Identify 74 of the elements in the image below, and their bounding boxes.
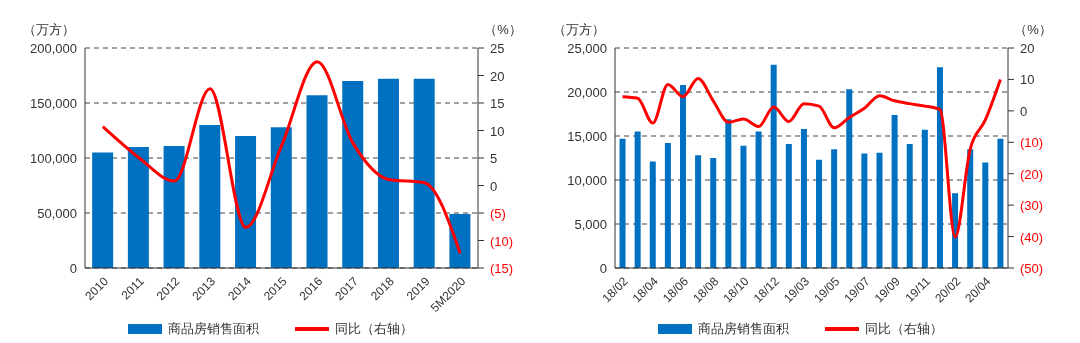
y2-tick-label: (20) — [1020, 166, 1044, 182]
y-tick-label: 5,000 — [574, 216, 607, 232]
bar — [800, 128, 807, 268]
y2-axis-title: （%） — [1014, 22, 1052, 37]
bar — [449, 214, 471, 268]
bar — [664, 143, 671, 268]
bar — [876, 152, 883, 268]
bar — [342, 81, 364, 268]
y2-tick-label: 20 — [490, 68, 505, 84]
y2-tick-label: 20 — [1020, 41, 1035, 56]
legend-label: 同比（右轴） — [865, 320, 943, 338]
bar — [127, 147, 149, 268]
bar — [816, 159, 823, 268]
y-tick-label: 100,000 — [30, 150, 77, 166]
bar — [770, 64, 777, 268]
bar — [740, 145, 747, 268]
y-axis-title: （万方） — [23, 22, 75, 37]
bar — [936, 67, 943, 268]
y2-tick-label: (50) — [1020, 261, 1044, 276]
y-tick-label: 20,000 — [567, 84, 607, 100]
legend-label: 商品房销售面积 — [698, 320, 789, 338]
y2-tick-label: 5 — [490, 151, 498, 166]
bar — [680, 84, 686, 268]
bar — [695, 155, 702, 268]
bar — [163, 145, 185, 268]
line-series — [101, 60, 462, 255]
bar — [710, 158, 717, 268]
y-tick-label: 0 — [599, 260, 607, 276]
legend-label: 同比（右轴） — [335, 320, 413, 338]
y2-tick-label: 25 — [490, 41, 505, 56]
bar — [92, 152, 114, 268]
bar — [921, 129, 928, 268]
bar — [831, 149, 838, 268]
bar — [846, 89, 853, 268]
bar — [377, 78, 399, 268]
y2-tick-label: 10 — [490, 123, 505, 139]
y2-axis-title: （%） — [484, 22, 522, 37]
bar — [235, 136, 257, 268]
bar — [649, 161, 656, 268]
y2-tick-label: 15 — [490, 96, 505, 111]
y-tick-label: 200,000 — [30, 40, 77, 56]
y-tick-label: 150,000 — [30, 95, 77, 111]
bar — [270, 127, 292, 268]
bar — [725, 119, 732, 268]
bar — [755, 131, 762, 268]
bar — [997, 138, 1004, 268]
y2-tick-label: 0 — [1020, 103, 1028, 119]
y-tick-label: 10,000 — [567, 172, 607, 188]
y2-tick-label: 10 — [1020, 72, 1035, 88]
y2-tick-label: (10) — [490, 233, 514, 249]
bar — [861, 153, 868, 268]
bar — [619, 138, 626, 268]
y-tick-label: 50,000 — [37, 205, 77, 221]
bar — [199, 125, 221, 268]
y-tick-label: 15,000 — [567, 128, 607, 144]
bar — [967, 149, 974, 268]
y-tick-label: 25,000 — [567, 40, 607, 56]
y2-tick-label: (30) — [1020, 198, 1044, 214]
bar — [982, 162, 989, 268]
y2-tick-label: (15) — [490, 261, 514, 276]
y2-tick-label: (10) — [1020, 135, 1044, 151]
bar — [413, 78, 435, 268]
y2-tick-label: (40) — [1020, 229, 1044, 245]
bar — [785, 143, 792, 268]
legend-label: 商品房销售面积 — [168, 320, 259, 338]
bar — [634, 131, 641, 268]
y-tick-label: 0 — [69, 260, 77, 276]
y2-tick-label: 0 — [490, 178, 498, 194]
bar — [906, 143, 913, 268]
y2-tick-label: (5) — [490, 206, 506, 221]
y-axis-title: （万方） — [553, 22, 605, 37]
bar — [306, 95, 328, 268]
bar — [891, 114, 898, 268]
line-series — [621, 76, 1002, 239]
